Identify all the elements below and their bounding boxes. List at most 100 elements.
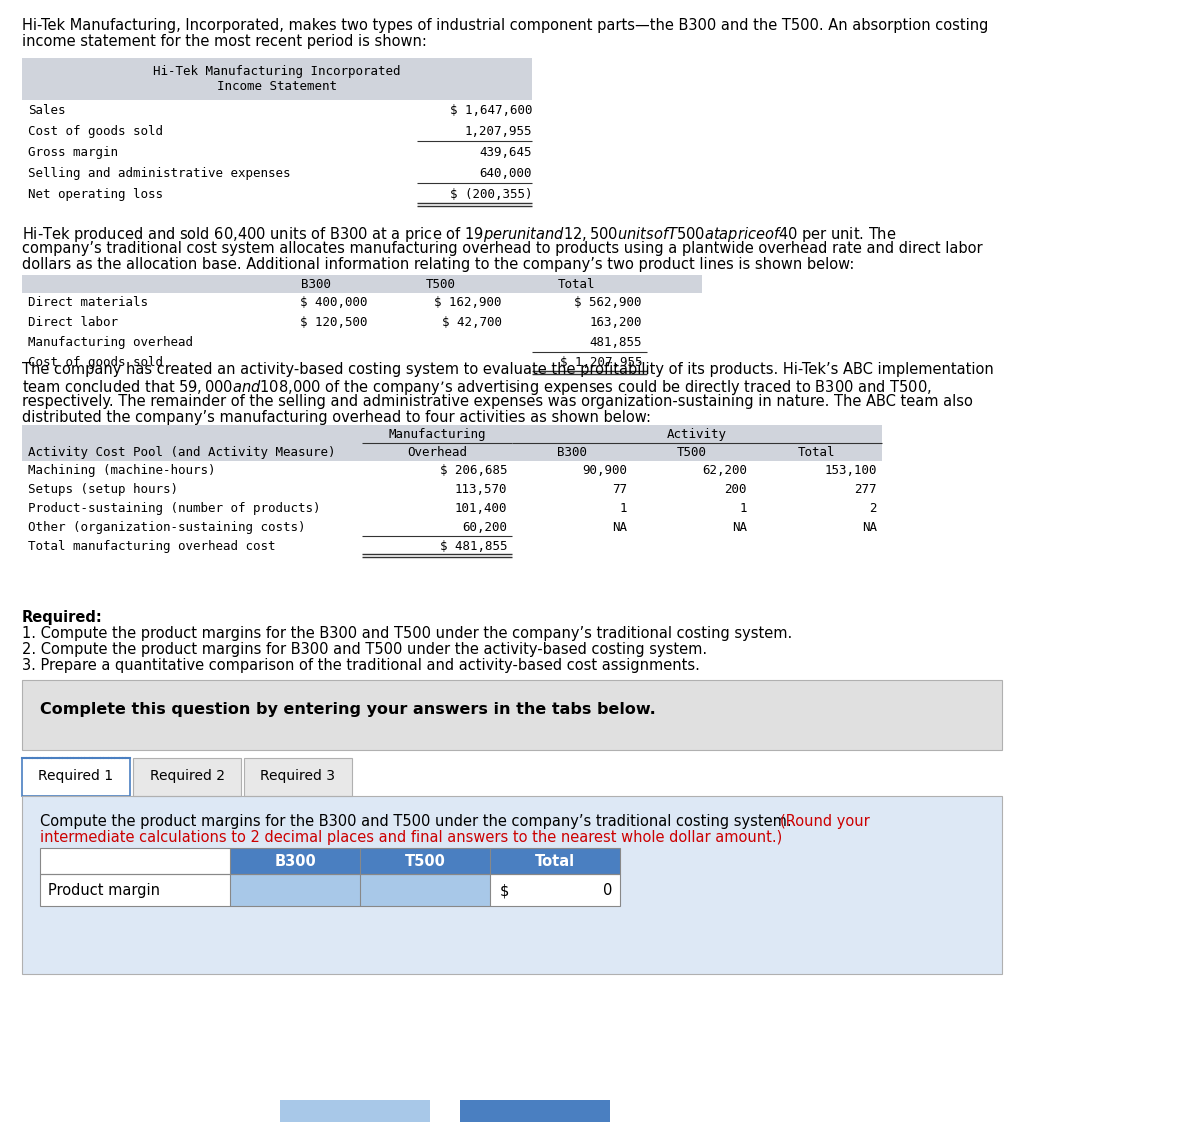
Text: T500: T500 xyxy=(426,278,456,291)
Text: Product margin: Product margin xyxy=(48,883,160,897)
Text: $ 42,700: $ 42,700 xyxy=(442,316,502,329)
Text: $ 481,855: $ 481,855 xyxy=(439,540,508,553)
Text: $ (200,355): $ (200,355) xyxy=(450,187,532,201)
Text: Direct labor: Direct labor xyxy=(28,316,118,329)
Text: Other (organization-sustaining costs): Other (organization-sustaining costs) xyxy=(28,521,306,534)
Text: Required 2: Required 2 xyxy=(150,769,224,783)
Text: team concluded that $59,000 and $108,000 of the company’s advertising expenses c: team concluded that $59,000 and $108,000… xyxy=(22,378,931,396)
Text: Compute the product margins for the B300 and T500 under the company’s traditiona: Compute the product margins for the B300… xyxy=(40,815,792,829)
Text: 0: 0 xyxy=(602,883,612,897)
Text: Setups (setup hours): Setups (setup hours) xyxy=(28,483,178,496)
Text: 200: 200 xyxy=(725,483,746,496)
Bar xyxy=(230,847,360,874)
Text: Activity Cost Pool (and Activity Measure): Activity Cost Pool (and Activity Measure… xyxy=(28,446,336,459)
Bar xyxy=(22,275,702,293)
Bar xyxy=(40,847,230,874)
Text: B300: B300 xyxy=(301,278,331,291)
Bar xyxy=(490,847,620,874)
Bar xyxy=(22,796,1002,974)
Text: $ 562,900: $ 562,900 xyxy=(575,296,642,309)
Text: $ 162,900: $ 162,900 xyxy=(434,296,502,309)
Text: Gross margin: Gross margin xyxy=(28,147,118,159)
Text: B300: B300 xyxy=(557,446,587,459)
Text: Activity: Activity xyxy=(667,428,727,441)
Text: dollars as the allocation base. Additional information relating to the company’s: dollars as the allocation base. Addition… xyxy=(22,257,854,272)
Text: $ 1,647,600: $ 1,647,600 xyxy=(450,105,532,117)
Bar xyxy=(230,874,360,907)
Text: Cost of goods sold: Cost of goods sold xyxy=(28,125,163,137)
Text: T500: T500 xyxy=(677,446,707,459)
Text: Required 3: Required 3 xyxy=(260,769,336,783)
Text: 113,570: 113,570 xyxy=(455,483,508,496)
Text: Total: Total xyxy=(535,854,575,869)
Text: Hi-Tek Manufacturing Incorporated: Hi-Tek Manufacturing Incorporated xyxy=(154,65,401,78)
Text: 90,900: 90,900 xyxy=(582,463,628,477)
Text: distributed the company’s manufacturing overhead to four activities as shown bel: distributed the company’s manufacturing … xyxy=(22,410,650,425)
Text: Total: Total xyxy=(798,446,835,459)
Text: Selling and administrative expenses: Selling and administrative expenses xyxy=(28,167,290,179)
Text: T500: T500 xyxy=(404,854,445,869)
Bar xyxy=(280,1100,430,1122)
Text: respectively. The remainder of the selling and administrative expenses was organ: respectively. The remainder of the selli… xyxy=(22,394,973,409)
Text: B300: B300 xyxy=(274,854,316,869)
Text: 1: 1 xyxy=(739,502,746,515)
Text: Net operating loss: Net operating loss xyxy=(28,187,163,201)
Text: NA: NA xyxy=(612,521,628,534)
Bar xyxy=(40,874,230,907)
Text: 60,200: 60,200 xyxy=(462,521,508,534)
Text: NA: NA xyxy=(862,521,877,534)
Text: (Round your: (Round your xyxy=(780,815,870,829)
Bar xyxy=(40,847,620,874)
Bar xyxy=(22,680,1002,750)
Text: 2: 2 xyxy=(870,502,877,515)
Bar xyxy=(133,758,241,796)
Text: company’s traditional cost system allocates manufacturing overhead to products u: company’s traditional cost system alloca… xyxy=(22,241,983,256)
Text: $ 120,500: $ 120,500 xyxy=(300,316,367,329)
Text: $: $ xyxy=(500,883,509,897)
Bar xyxy=(22,58,532,100)
Text: Direct materials: Direct materials xyxy=(28,296,148,309)
Text: Cost of goods sold: Cost of goods sold xyxy=(28,356,163,369)
Text: Required:: Required: xyxy=(22,610,103,625)
Text: $ 206,685: $ 206,685 xyxy=(439,463,508,477)
Text: 277: 277 xyxy=(854,483,877,496)
Text: Manufacturing: Manufacturing xyxy=(389,428,486,441)
Text: Income Statement: Income Statement xyxy=(217,80,337,93)
Bar xyxy=(22,758,130,796)
Text: 1,207,955: 1,207,955 xyxy=(464,125,532,137)
Text: 101,400: 101,400 xyxy=(455,502,508,515)
Text: 640,000: 640,000 xyxy=(480,167,532,179)
Text: Complete this question by entering your answers in the tabs below.: Complete this question by entering your … xyxy=(40,702,655,717)
Text: Total: Total xyxy=(557,278,595,291)
Text: $ 400,000: $ 400,000 xyxy=(300,296,367,309)
Bar xyxy=(490,874,620,907)
Text: Sales: Sales xyxy=(28,105,66,117)
Text: Product-sustaining (number of products): Product-sustaining (number of products) xyxy=(28,502,320,515)
Bar xyxy=(40,874,620,907)
Text: intermediate calculations to 2 decimal places and final answers to the nearest w: intermediate calculations to 2 decimal p… xyxy=(40,830,782,845)
Bar xyxy=(22,425,882,461)
Text: 62,200: 62,200 xyxy=(702,463,746,477)
Text: 153,100: 153,100 xyxy=(824,463,877,477)
Text: 1. Compute the product margins for the B300 and T500 under the company’s traditi: 1. Compute the product margins for the B… xyxy=(22,626,792,641)
Bar xyxy=(360,847,490,874)
Text: 163,200: 163,200 xyxy=(589,316,642,329)
Text: $ 1,207,955: $ 1,207,955 xyxy=(559,356,642,369)
Text: 481,855: 481,855 xyxy=(589,336,642,349)
Bar xyxy=(460,1100,610,1122)
Bar xyxy=(22,758,130,796)
Text: 3. Prepare a quantitative comparison of the traditional and activity-based cost : 3. Prepare a quantitative comparison of … xyxy=(22,658,700,673)
Text: Hi-Tek Manufacturing, Incorporated, makes two types of industrial component part: Hi-Tek Manufacturing, Incorporated, make… xyxy=(22,18,989,33)
Bar xyxy=(244,758,352,796)
Bar xyxy=(244,758,352,796)
Text: Required 1: Required 1 xyxy=(38,769,114,783)
Text: Machining (machine-hours): Machining (machine-hours) xyxy=(28,463,216,477)
Bar xyxy=(360,874,490,907)
Bar xyxy=(22,796,1002,974)
Bar xyxy=(22,680,1002,750)
Text: Hi-Tek produced and sold 60,400 units of B300 at a price of $19 per unit and 12,: Hi-Tek produced and sold 60,400 units of… xyxy=(22,225,896,244)
Text: Overhead: Overhead xyxy=(407,446,467,459)
Text: NA: NA xyxy=(732,521,746,534)
Bar xyxy=(133,758,241,796)
Text: 439,645: 439,645 xyxy=(480,147,532,159)
